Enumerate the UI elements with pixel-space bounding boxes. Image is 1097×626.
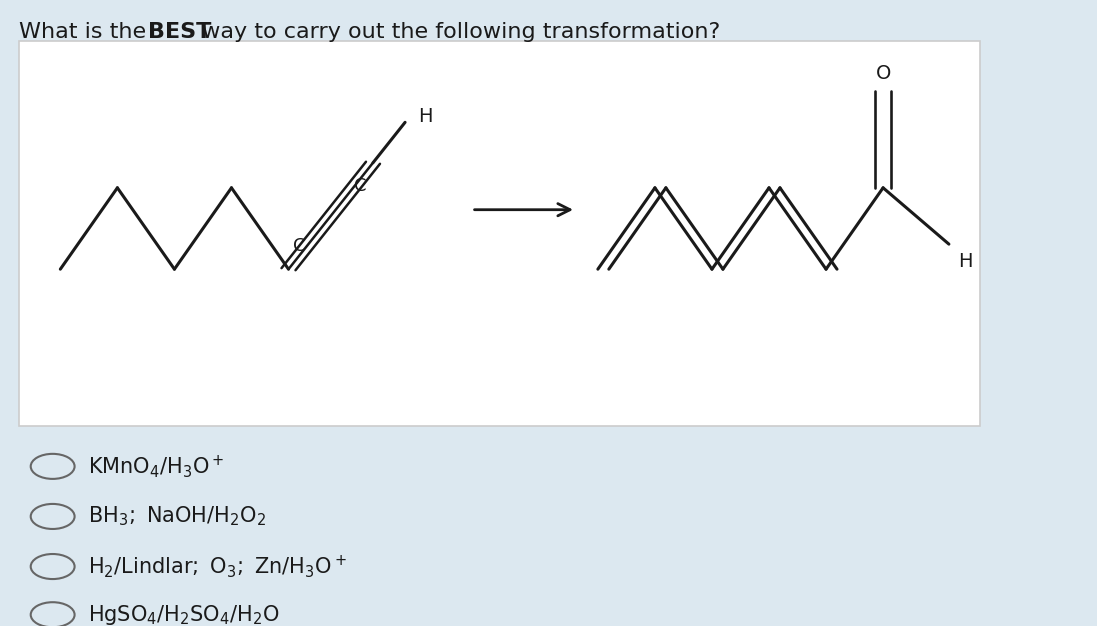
Text: H: H	[958, 252, 972, 270]
Text: $\mathrm{KMnO_4/H_3O^+}$: $\mathrm{KMnO_4/H_3O^+}$	[88, 453, 224, 480]
Text: What is the: What is the	[19, 22, 152, 42]
Text: C: C	[293, 237, 305, 255]
Text: way to carry out the following transformation?: way to carry out the following transform…	[195, 22, 721, 42]
Text: $\mathrm{H_2/Lindlar;\ O_3;\ Zn/H_3O^+}$: $\mathrm{H_2/Lindlar;\ O_3;\ Zn/H_3O^+}$	[88, 553, 347, 580]
Text: H: H	[418, 106, 432, 126]
Text: O: O	[875, 64, 891, 83]
Text: BEST: BEST	[148, 22, 212, 42]
Text: $\mathrm{HgSO_4/H_2SO_4/H_2O}$: $\mathrm{HgSO_4/H_2SO_4/H_2O}$	[88, 603, 280, 626]
Text: C: C	[354, 177, 366, 195]
Text: $\mathrm{BH_3;\ NaOH/H_2O_2}$: $\mathrm{BH_3;\ NaOH/H_2O_2}$	[88, 505, 265, 528]
FancyBboxPatch shape	[19, 41, 980, 426]
